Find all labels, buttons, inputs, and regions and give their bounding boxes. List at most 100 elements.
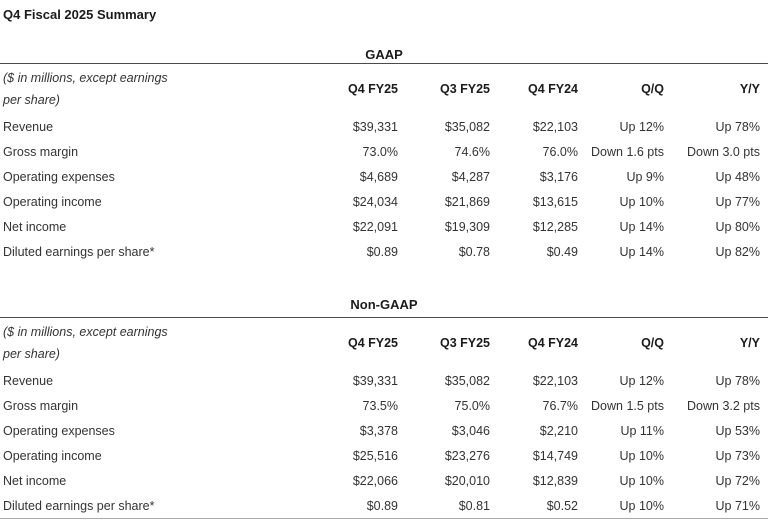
- gaap-section-label: GAAP: [365, 47, 403, 62]
- cell-q4fy24: $2,210: [539, 423, 578, 438]
- gaap-table: ($ in millions, except earnings per shar…: [0, 63, 768, 264]
- row-label: Revenue: [3, 119, 54, 134]
- row-label: Diluted earnings per share*: [3, 498, 155, 513]
- column-header-q3fy25: Q3 FY25: [439, 336, 490, 350]
- table-row: Operating expenses $4,689 $4,287 $3,176 …: [0, 164, 768, 189]
- cell-yy: Up 80%: [715, 219, 760, 234]
- row-label: Operating income: [3, 448, 102, 463]
- cell-q4fy24: 76.7%: [542, 398, 578, 413]
- cell-q3fy25: $20,010: [444, 473, 490, 488]
- table-row: Revenue $39,331 $35,082 $22,103 Up 12% U…: [0, 368, 768, 393]
- cell-q3fy25: $19,309: [444, 219, 490, 234]
- cell-q4fy24: 76.0%: [542, 144, 578, 159]
- cell-q4fy24: $0.49: [546, 244, 578, 259]
- table-row: Gross margin 73.5% 75.0% 76.7% Down 1.5 …: [0, 393, 768, 418]
- gaap-header-row: ($ in millions, except earnings per shar…: [0, 64, 768, 115]
- cell-yy: Up 82%: [715, 244, 760, 259]
- cell-q3fy25: $3,046: [451, 423, 490, 438]
- row-label: Gross margin: [3, 144, 79, 159]
- cell-q4fy25: $22,066: [352, 473, 398, 488]
- cell-q4fy24: $12,839: [532, 473, 578, 488]
- table-row: Net income $22,066 $20,010 $12,839 Up 10…: [0, 468, 768, 493]
- cell-qq: Up 11%: [620, 423, 664, 438]
- cell-q3fy25: $21,869: [444, 194, 490, 209]
- cell-qq: Up 14%: [619, 244, 664, 259]
- cell-q4fy24: $22,103: [532, 373, 578, 388]
- cell-yy: Up 78%: [715, 119, 760, 134]
- column-header-qq: Q/Q: [641, 336, 664, 350]
- cell-q4fy25: $39,331: [352, 373, 398, 388]
- row-label: Operating income: [3, 194, 102, 209]
- cell-yy: Down 3.0 pts: [687, 144, 760, 159]
- non-gaap-header-row: ($ in millions, except earnings per shar…: [0, 318, 768, 369]
- cell-qq: Up 12%: [619, 119, 664, 134]
- cell-q3fy25: $23,276: [444, 448, 490, 463]
- measure-note-line2: per share): [3, 347, 60, 361]
- cell-qq: Up 10%: [619, 498, 664, 513]
- cell-q4fy24: $0.52: [546, 498, 578, 513]
- cell-qq: Up 9%: [626, 169, 664, 184]
- cell-yy: Up 48%: [715, 169, 760, 184]
- measure-note-line1: ($ in millions, except earnings: [3, 325, 168, 339]
- cell-yy: Up 78%: [715, 373, 760, 388]
- cell-q4fy24: $3,176: [539, 169, 578, 184]
- row-label: Diluted earnings per share*: [3, 244, 155, 259]
- cell-q4fy25: 73.0%: [362, 144, 398, 159]
- cell-q3fy25: 74.6%: [454, 144, 490, 159]
- measure-note-line1: ($ in millions, except earnings: [3, 71, 168, 85]
- row-label: Operating expenses: [3, 423, 115, 438]
- cell-qq: Up 12%: [619, 373, 664, 388]
- table-row: Net income $22,091 $19,309 $12,285 Up 14…: [0, 214, 768, 239]
- gaap-section: GAAP ($ in millions, except earnings per…: [0, 47, 768, 264]
- table-row: Gross margin 73.0% 74.6% 76.0% Down 1.6 …: [0, 139, 768, 164]
- row-label: Revenue: [3, 373, 54, 388]
- cell-yy: Up 77%: [715, 194, 760, 209]
- row-label: Gross margin: [3, 398, 79, 413]
- cell-qq: Up 10%: [619, 194, 664, 209]
- cell-qq: Down 1.6 pts: [591, 144, 664, 159]
- non-gaap-table: ($ in millions, except earnings per shar…: [0, 317, 768, 519]
- measure-note: ($ in millions, except earnings per shar…: [0, 318, 330, 369]
- table-row: Revenue $39,331 $35,082 $22,103 Up 12% U…: [0, 114, 768, 139]
- cell-q4fy25: $0.89: [366, 244, 398, 259]
- cell-q4fy24: $22,103: [532, 119, 578, 134]
- cell-q4fy24: $13,615: [532, 194, 578, 209]
- cell-q4fy25: $4,689: [359, 169, 398, 184]
- column-header-yy: Y/Y: [739, 336, 760, 350]
- column-header-q4fy24: Q4 FY24: [527, 336, 578, 350]
- cell-qq: Up 10%: [619, 448, 664, 463]
- cell-yy: Up 71%: [715, 498, 760, 513]
- cell-yy: Up 53%: [715, 423, 760, 438]
- column-header-q4fy24: Q4 FY24: [527, 82, 578, 96]
- row-label: Net income: [3, 473, 67, 488]
- cell-q3fy25: $35,082: [444, 373, 490, 388]
- cell-yy: Down 3.2 pts: [687, 398, 760, 413]
- row-label: Operating expenses: [3, 169, 115, 184]
- measure-note: ($ in millions, except earnings per shar…: [0, 64, 330, 115]
- cell-qq: Up 10%: [619, 473, 664, 488]
- row-label: Net income: [3, 219, 67, 234]
- cell-q3fy25: 75.0%: [454, 398, 490, 413]
- cell-q4fy25: 73.5%: [362, 398, 398, 413]
- cell-q4fy25: $0.89: [366, 498, 398, 513]
- cell-yy: Up 73%: [715, 448, 760, 463]
- cell-q4fy25: $3,378: [359, 423, 398, 438]
- cell-q4fy24: $14,749: [532, 448, 578, 463]
- table-row: Diluted earnings per share* $0.89 $0.78 …: [0, 239, 768, 264]
- non-gaap-section-label: Non-GAAP: [350, 297, 418, 312]
- table-row: Operating expenses $3,378 $3,046 $2,210 …: [0, 418, 768, 443]
- cell-q4fy25: $39,331: [352, 119, 398, 134]
- cell-q4fy25: $22,091: [352, 219, 398, 234]
- table-row: Operating income $25,516 $23,276 $14,749…: [0, 443, 768, 468]
- cell-yy: Up 72%: [715, 473, 760, 488]
- cell-q3fy25: $0.78: [458, 244, 490, 259]
- column-header-q3fy25: Q3 FY25: [439, 82, 490, 96]
- table-row: Operating income $24,034 $21,869 $13,615…: [0, 189, 768, 214]
- cell-qq: Down 1.5 pts: [591, 398, 664, 413]
- page-title: Q4 Fiscal 2025 Summary: [3, 7, 157, 22]
- cell-q3fy25: $35,082: [444, 119, 490, 134]
- cell-q4fy25: $25,516: [352, 448, 398, 463]
- column-header-q4fy25: Q4 FY25: [347, 82, 398, 96]
- cell-q4fy24: $12,285: [532, 219, 578, 234]
- cell-q3fy25: $4,287: [451, 169, 490, 184]
